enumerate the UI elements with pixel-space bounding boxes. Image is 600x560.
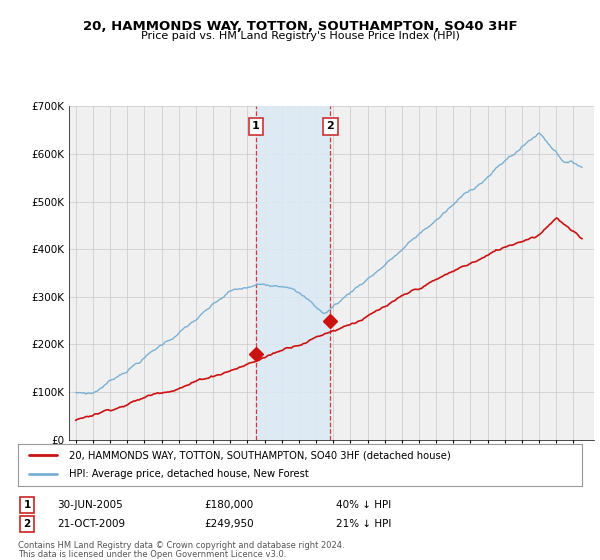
- Text: 1: 1: [23, 500, 31, 510]
- Text: HPI: Average price, detached house, New Forest: HPI: Average price, detached house, New …: [69, 469, 308, 479]
- Text: 20, HAMMONDS WAY, TOTTON, SOUTHAMPTON, SO40 3HF (detached house): 20, HAMMONDS WAY, TOTTON, SOUTHAMPTON, S…: [69, 450, 451, 460]
- Text: £180,000: £180,000: [204, 500, 253, 510]
- Text: 21-OCT-2009: 21-OCT-2009: [57, 519, 125, 529]
- Text: Price paid vs. HM Land Registry's House Price Index (HPI): Price paid vs. HM Land Registry's House …: [140, 31, 460, 41]
- Text: Contains HM Land Registry data © Crown copyright and database right 2024.: Contains HM Land Registry data © Crown c…: [18, 541, 344, 550]
- Text: 20, HAMMONDS WAY, TOTTON, SOUTHAMPTON, SO40 3HF: 20, HAMMONDS WAY, TOTTON, SOUTHAMPTON, S…: [83, 20, 517, 32]
- Text: £249,950: £249,950: [204, 519, 254, 529]
- Text: 1: 1: [252, 122, 260, 132]
- Text: 30-JUN-2005: 30-JUN-2005: [57, 500, 123, 510]
- Text: 40% ↓ HPI: 40% ↓ HPI: [336, 500, 391, 510]
- Text: 2: 2: [326, 122, 334, 132]
- Bar: [256, 106, 330, 440]
- Text: This data is licensed under the Open Government Licence v3.0.: This data is licensed under the Open Gov…: [18, 550, 286, 559]
- Text: 2: 2: [23, 519, 31, 529]
- Text: 21% ↓ HPI: 21% ↓ HPI: [336, 519, 391, 529]
